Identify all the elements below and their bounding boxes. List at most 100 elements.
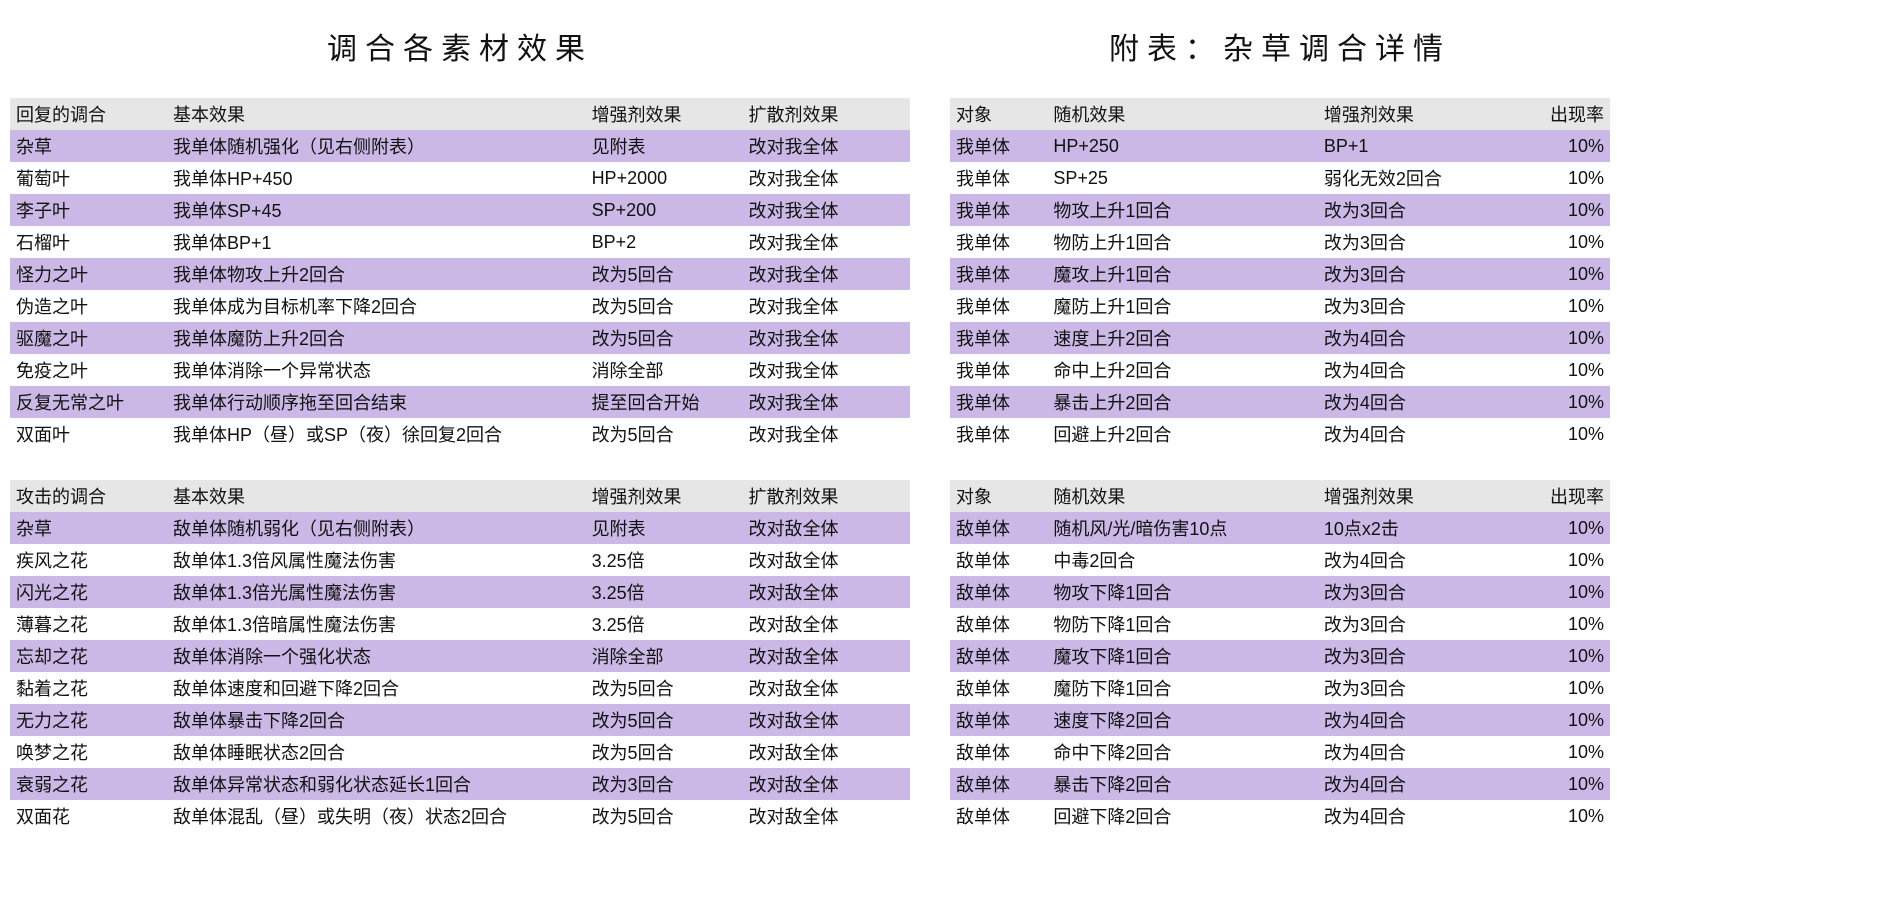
table-cell: 10%: [1513, 258, 1610, 290]
table-cell: 我单体随机强化（见右侧附表）: [167, 130, 586, 162]
table-header-row: 对象随机效果增强剂效果出现率: [950, 98, 1610, 130]
table-cell: 李子叶: [10, 194, 167, 226]
table-cell: 3.25倍: [586, 576, 743, 608]
table-cell: 改为5回合: [586, 322, 743, 354]
table-cell: 无力之花: [10, 704, 167, 736]
table-cell: 暴击下降2回合: [1047, 768, 1317, 800]
column-header: 扩散剂效果: [743, 98, 910, 130]
column-header: 基本效果: [167, 98, 586, 130]
table-cell: 我单体行动顺序拖至回合结束: [167, 386, 586, 418]
right-tables-container: 对象随机效果增强剂效果出现率我单体HP+250BP+110%我单体SP+25弱化…: [950, 98, 1610, 832]
table-cell: 改为3回合: [1318, 194, 1513, 226]
table-cell: 魔攻下降1回合: [1047, 640, 1317, 672]
table-row: 我单体速度上升2回合改为4回合10%: [950, 322, 1610, 354]
table-row: 唤梦之花敌单体睡眠状态2回合改为5回合改对敌全体: [10, 736, 910, 768]
table-cell: 我单体SP+45: [167, 194, 586, 226]
table-cell: 改对我全体: [743, 322, 910, 354]
column-header: 随机效果: [1047, 480, 1317, 512]
table-cell: 10%: [1513, 130, 1610, 162]
table-row: 敌单体回避下降2回合改为4回合10%: [950, 800, 1610, 832]
table-cell: 疾风之花: [10, 544, 167, 576]
table-row: 我单体物攻上升1回合改为3回合10%: [950, 194, 1610, 226]
table-header-row: 回复的调合基本效果增强剂效果扩散剂效果: [10, 98, 910, 130]
table-cell: 命中下降2回合: [1047, 736, 1317, 768]
table-cell: 改对我全体: [743, 354, 910, 386]
table-cell: 10%: [1513, 162, 1610, 194]
table-cell: 杂草: [10, 130, 167, 162]
column-header: 增强剂效果: [586, 98, 743, 130]
table-cell: 速度下降2回合: [1047, 704, 1317, 736]
table-cell: 速度上升2回合: [1047, 322, 1317, 354]
table-cell: 改对我全体: [743, 194, 910, 226]
table-cell: 改对敌全体: [743, 640, 910, 672]
table-cell: 改为4回合: [1318, 768, 1513, 800]
column-header: 对象: [950, 98, 1047, 130]
table-cell: 伪造之叶: [10, 290, 167, 322]
table-cell: 消除全部: [586, 640, 743, 672]
page: 调合各素材效果 回复的调合基本效果增强剂效果扩散剂效果杂草我单体随机强化（见右侧…: [10, 20, 1883, 862]
table-cell: 改为3回合: [1318, 640, 1513, 672]
column-header: 回复的调合: [10, 98, 167, 130]
table-cell: 魔防上升1回合: [1047, 290, 1317, 322]
column-header: 随机效果: [1047, 98, 1317, 130]
table-cell: 敌单体消除一个强化状态: [167, 640, 586, 672]
table-cell: 唤梦之花: [10, 736, 167, 768]
table-cell: 我单体: [950, 194, 1047, 226]
table-cell: 我单体成为目标机率下降2回合: [167, 290, 586, 322]
table-cell: 我单体消除一个异常状态: [167, 354, 586, 386]
table-cell: 10点x2击: [1318, 512, 1513, 544]
table-cell: 敌单体: [950, 544, 1047, 576]
table-row: 双面花敌单体混乱（昼）或失明（夜）状态2回合改为5回合改对敌全体: [10, 800, 910, 832]
table-cell: 10%: [1513, 800, 1610, 832]
table-cell: 双面叶: [10, 418, 167, 450]
table-row: 我单体物防上升1回合改为3回合10%: [950, 226, 1610, 258]
table-row: 敌单体暴击下降2回合改为4回合10%: [950, 768, 1610, 800]
left-table-0: 回复的调合基本效果增强剂效果扩散剂效果杂草我单体随机强化（见右侧附表）见附表改对…: [10, 98, 910, 450]
table-cell: 我单体: [950, 130, 1047, 162]
table-cell: 改为3回合: [1318, 226, 1513, 258]
table-cell: 改对敌全体: [743, 768, 910, 800]
table-row: 免疫之叶我单体消除一个异常状态消除全部改对我全体: [10, 354, 910, 386]
table-row: 我单体命中上升2回合改为4回合10%: [950, 354, 1610, 386]
table-row: 我单体暴击上升2回合改为4回合10%: [950, 386, 1610, 418]
table-cell: 改对敌全体: [743, 736, 910, 768]
table-cell: 改对敌全体: [743, 704, 910, 736]
table-cell: 改对敌全体: [743, 672, 910, 704]
table-row: 忘却之花敌单体消除一个强化状态消除全部改对敌全体: [10, 640, 910, 672]
table-cell: 我单体: [950, 322, 1047, 354]
table-cell: 改对敌全体: [743, 512, 910, 544]
table-cell: 改对敌全体: [743, 576, 910, 608]
right-table-0: 对象随机效果增强剂效果出现率我单体HP+250BP+110%我单体SP+25弱化…: [950, 98, 1610, 450]
table-cell: 杂草: [10, 512, 167, 544]
table-cell: 葡萄叶: [10, 162, 167, 194]
table-cell: 改为5回合: [586, 800, 743, 832]
table-cell: 物攻上升1回合: [1047, 194, 1317, 226]
left-title: 调合各素材效果: [10, 24, 910, 68]
table-row: 怪力之叶我单体物攻上升2回合改为5回合改对我全体: [10, 258, 910, 290]
table-cell: 怪力之叶: [10, 258, 167, 290]
table-cell: 敌单体睡眠状态2回合: [167, 736, 586, 768]
table-row: 敌单体速度下降2回合改为4回合10%: [950, 704, 1610, 736]
table-row: 敌单体物攻下降1回合改为3回合10%: [950, 576, 1610, 608]
table-cell: 敌单体: [950, 608, 1047, 640]
column-header: 增强剂效果: [586, 480, 743, 512]
table-row: 石榴叶我单体BP+1BP+2改对我全体: [10, 226, 910, 258]
table-cell: 改对我全体: [743, 130, 910, 162]
table-cell: 10%: [1513, 354, 1610, 386]
table-cell: 我单体: [950, 418, 1047, 450]
table-cell: 消除全部: [586, 354, 743, 386]
table-cell: 敌单体随机弱化（见右侧附表）: [167, 512, 586, 544]
table-row: 敌单体魔攻下降1回合改为3回合10%: [950, 640, 1610, 672]
column-header: 基本效果: [167, 480, 586, 512]
table-cell: 随机风/光/暗伤害10点: [1047, 512, 1317, 544]
table-cell: 改为4回合: [1318, 544, 1513, 576]
table-cell: 敌单体: [950, 736, 1047, 768]
table-cell: 弱化无效2回合: [1318, 162, 1513, 194]
table-row: 疾风之花敌单体1.3倍风属性魔法伤害3.25倍改对敌全体: [10, 544, 910, 576]
table-cell: 敌单体: [950, 704, 1047, 736]
table-cell: 10%: [1513, 386, 1610, 418]
table-cell: 敌单体: [950, 800, 1047, 832]
right-column: 附表：杂草调合详情 对象随机效果增强剂效果出现率我单体HP+250BP+110%…: [950, 20, 1610, 862]
table-cell: 改对敌全体: [743, 608, 910, 640]
table-cell: 改为4回合: [1318, 354, 1513, 386]
